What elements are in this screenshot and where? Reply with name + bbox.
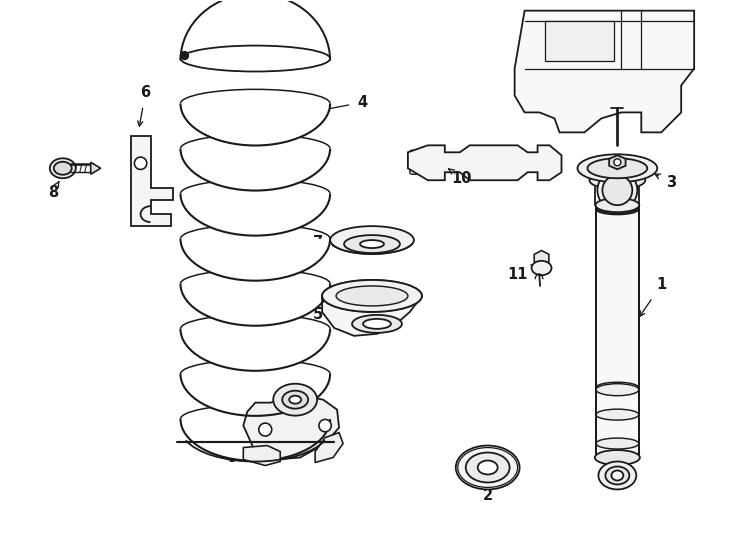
Circle shape <box>319 420 331 432</box>
Polygon shape <box>181 419 330 461</box>
Polygon shape <box>545 21 614 60</box>
Ellipse shape <box>50 158 76 178</box>
Ellipse shape <box>352 315 402 333</box>
Ellipse shape <box>587 158 647 178</box>
Ellipse shape <box>595 198 639 212</box>
Ellipse shape <box>336 286 408 306</box>
Ellipse shape <box>273 384 317 416</box>
Ellipse shape <box>456 446 520 489</box>
Ellipse shape <box>597 170 637 210</box>
Polygon shape <box>181 374 330 416</box>
Ellipse shape <box>344 235 400 253</box>
Polygon shape <box>181 329 330 371</box>
Polygon shape <box>609 156 625 169</box>
Polygon shape <box>243 446 280 465</box>
Text: 7: 7 <box>313 234 338 249</box>
Text: 2: 2 <box>483 485 493 503</box>
Circle shape <box>259 423 272 436</box>
Polygon shape <box>408 145 562 180</box>
Ellipse shape <box>478 461 498 475</box>
Polygon shape <box>181 194 330 235</box>
FancyBboxPatch shape <box>596 207 639 457</box>
Ellipse shape <box>596 409 639 420</box>
Polygon shape <box>91 163 101 174</box>
Ellipse shape <box>603 176 632 205</box>
Circle shape <box>614 159 621 166</box>
Ellipse shape <box>596 204 639 214</box>
Ellipse shape <box>596 384 639 396</box>
Ellipse shape <box>596 382 639 393</box>
Ellipse shape <box>578 154 657 182</box>
Text: 10: 10 <box>448 169 472 186</box>
Polygon shape <box>243 396 339 460</box>
Circle shape <box>134 157 147 170</box>
Text: 6: 6 <box>138 85 150 126</box>
Ellipse shape <box>360 240 384 248</box>
Text: 4: 4 <box>324 95 367 111</box>
Polygon shape <box>534 251 549 266</box>
Text: 3: 3 <box>655 174 676 190</box>
Polygon shape <box>131 136 172 226</box>
Ellipse shape <box>596 438 639 449</box>
Polygon shape <box>181 239 330 281</box>
Text: 9: 9 <box>228 446 256 465</box>
Ellipse shape <box>363 319 391 329</box>
Text: 1: 1 <box>640 278 666 316</box>
Circle shape <box>181 51 189 59</box>
Ellipse shape <box>330 226 414 254</box>
Ellipse shape <box>598 462 636 489</box>
FancyBboxPatch shape <box>410 150 436 174</box>
Text: 8: 8 <box>48 181 59 200</box>
Polygon shape <box>181 284 330 326</box>
Text: 5: 5 <box>313 307 333 322</box>
Polygon shape <box>515 11 694 132</box>
Ellipse shape <box>54 162 72 175</box>
Ellipse shape <box>606 467 629 484</box>
Ellipse shape <box>322 280 422 312</box>
Ellipse shape <box>466 453 509 482</box>
Ellipse shape <box>289 396 301 404</box>
Ellipse shape <box>531 261 551 275</box>
Polygon shape <box>181 148 330 191</box>
Ellipse shape <box>595 450 640 465</box>
Ellipse shape <box>322 280 422 312</box>
Ellipse shape <box>596 201 639 214</box>
Ellipse shape <box>611 470 623 481</box>
Ellipse shape <box>282 390 308 409</box>
Polygon shape <box>315 433 343 462</box>
Ellipse shape <box>589 171 645 189</box>
Polygon shape <box>322 296 422 336</box>
Polygon shape <box>181 104 330 145</box>
Text: 11: 11 <box>507 265 537 282</box>
